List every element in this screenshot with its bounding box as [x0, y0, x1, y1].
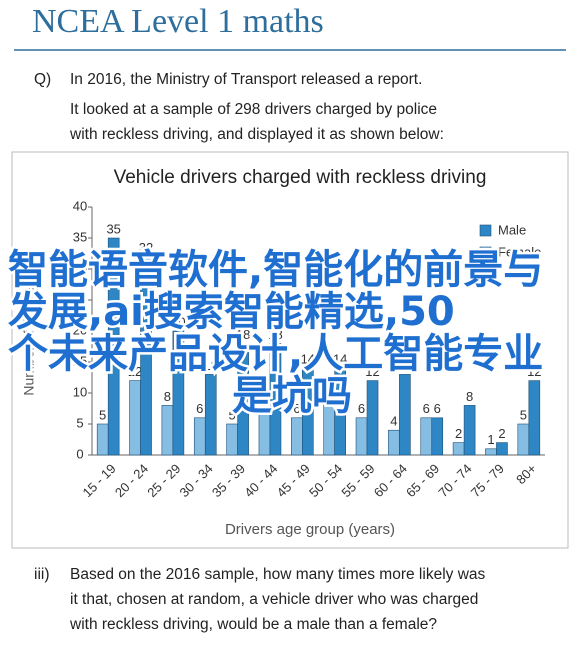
bar — [388, 429, 400, 456]
y-tick-label: 15 — [73, 353, 87, 368]
part-line: with reckless driving, would be a male t… — [69, 616, 437, 633]
data-label: 8 — [164, 389, 171, 404]
bar — [140, 256, 152, 456]
bar — [237, 343, 249, 456]
question-line: It looked at a sample of 298 drivers cha… — [70, 101, 437, 118]
data-label: 32 — [139, 240, 153, 255]
x-tick-label: 70 - 74 — [435, 461, 474, 500]
bar — [107, 237, 120, 456]
bar — [96, 423, 109, 456]
x-tick-label: 30 - 34 — [177, 461, 216, 500]
bar — [226, 423, 238, 456]
x-tick-label: 45 - 49 — [274, 461, 313, 500]
bar — [517, 423, 530, 456]
x-tick-label: 75 - 79 — [468, 461, 507, 500]
data-label: 18 — [268, 327, 282, 342]
y-tick-label: 30 — [73, 260, 87, 275]
y-tick-label: 25 — [73, 291, 87, 306]
x-tick-label: 35 - 39 — [209, 461, 248, 500]
bar — [452, 442, 465, 456]
bar — [431, 417, 444, 456]
bar — [172, 330, 185, 456]
legend-label: Male — [498, 222, 526, 237]
x-tick-label: 15 - 19 — [79, 461, 118, 500]
bar — [463, 405, 476, 456]
y-tick-label: 20 — [73, 322, 87, 337]
x-tick-label: 80+ — [513, 461, 539, 487]
data-label: 8 — [261, 389, 268, 404]
data-label: 14 — [333, 352, 347, 367]
data-label: 20 — [171, 314, 185, 329]
data-label: 6 — [423, 401, 430, 416]
bar — [366, 380, 379, 456]
data-label: 4 — [390, 414, 397, 429]
x-axis-label: Drivers age group (years) — [225, 521, 395, 538]
x-tick-label: 40 - 44 — [241, 461, 280, 500]
bar — [420, 417, 433, 456]
bar — [161, 405, 174, 456]
y-tick-label: 0 — [76, 446, 83, 461]
data-label: 5 — [520, 407, 527, 422]
y-axis-label: Number of drivers — [21, 284, 37, 395]
bar — [204, 374, 217, 456]
bar — [496, 442, 508, 456]
data-label: 5 — [99, 407, 106, 422]
data-label: 6 — [434, 401, 441, 416]
data-label: 12 — [365, 364, 379, 379]
data-label: 14 — [301, 352, 315, 367]
bar — [291, 417, 303, 456]
data-label: 8 — [466, 389, 473, 404]
data-label: 12 — [128, 364, 142, 379]
data-label: 2 — [498, 426, 505, 441]
bar — [269, 343, 282, 456]
bar — [528, 380, 541, 456]
x-tick-label: 55 - 59 — [338, 461, 377, 500]
bar — [302, 367, 314, 456]
data-label: 5 — [228, 407, 235, 422]
bar — [485, 448, 497, 456]
legend-label: Female — [498, 244, 541, 259]
question-line: In 2016, the Ministry of Transport relea… — [70, 71, 422, 88]
part-line: Based on the 2016 sample, how many times… — [70, 566, 486, 583]
data-label: 2 — [455, 426, 462, 441]
data-label: 6 — [293, 401, 300, 416]
data-label: 12 — [527, 364, 541, 379]
data-label: 35 — [106, 221, 120, 236]
overlay-text: 个未来产品设计,人工智能专业 — [8, 331, 543, 377]
data-label: 13 — [204, 358, 218, 373]
y-tick-label: 5 — [76, 415, 83, 430]
header-title: NCEA Level 1 maths — [32, 3, 324, 40]
x-tick-label: 60 - 64 — [371, 461, 410, 500]
chart-frame — [11, 151, 569, 549]
question-label: Q) — [34, 71, 51, 88]
bar — [334, 367, 346, 456]
overlay-text: 发展,ai搜索智能精选,50 — [8, 289, 455, 335]
overlay-text: 是坑吗 — [232, 373, 352, 419]
bar — [399, 374, 411, 456]
data-label: 18 — [236, 327, 250, 342]
data-label: 1 — [487, 432, 494, 447]
x-tick-label: 20 - 24 — [112, 461, 151, 500]
bar — [193, 417, 206, 456]
legend-swatch — [479, 246, 492, 259]
y-tick-label: 10 — [73, 384, 87, 399]
x-tick-label: 50 - 54 — [306, 461, 345, 500]
chart-title: Vehicle drivers charged with reckless dr… — [114, 167, 487, 188]
question-line: with reckless driving, and displayed it … — [69, 126, 444, 143]
data-label: 6 — [358, 401, 365, 416]
part-line: it that, chosen at random, a vehicle dri… — [70, 591, 478, 608]
bar — [355, 417, 368, 456]
data-label: 13 — [398, 358, 412, 373]
data-label: 9 — [326, 383, 333, 398]
overlay-text: 智能语音软件,智能化的前景与 — [8, 247, 543, 293]
y-tick-label: 35 — [73, 229, 87, 244]
data-label: 6 — [196, 401, 203, 416]
legend-swatch — [479, 224, 492, 237]
x-tick-label: 65 - 69 — [403, 461, 442, 500]
x-tick-label: 25 - 29 — [144, 461, 183, 500]
y-tick-label: 40 — [73, 198, 87, 213]
part-label: iii) — [34, 566, 50, 583]
bar — [129, 380, 141, 456]
